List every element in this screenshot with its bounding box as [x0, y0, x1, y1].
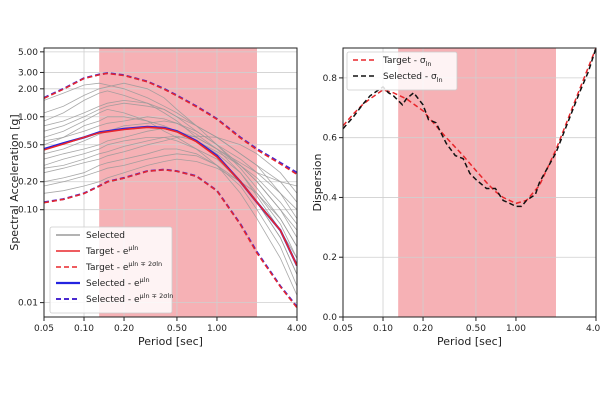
spectral-acceleration-panel: 0.05 0.10 0.20 0.50 1.00 4.00 0.01 0.10 0.20 0.50…: [8, 47, 307, 348]
legend-label: Target - σln: [382, 56, 431, 68]
y-tick-label: 0.10: [18, 206, 38, 216]
x-axis-label: Period [sec]: [437, 335, 502, 348]
legend-label-sup: μln: [140, 276, 150, 284]
plot-frame: [342, 47, 597, 318]
x-tick-label: 1.00: [506, 324, 526, 334]
y-tick-label: 3.00: [18, 68, 38, 78]
y-tick-label: 2.00: [18, 85, 38, 95]
series-line-black-dashed: [343, 48, 596, 208]
legend-box: [346, 51, 458, 91]
legend-label-sup: μln ∓ 2σln: [140, 292, 174, 300]
x-tick-label: 0.50: [167, 324, 187, 334]
series-line-gray: [44, 99, 297, 210]
x-tick-label: 4.00: [586, 324, 600, 334]
x-tick-label: 1.00: [207, 324, 227, 334]
legend-label-sub: ln: [426, 60, 432, 68]
y-tick-label: 0.20: [18, 178, 38, 188]
y-tick-label: 0.6: [323, 134, 338, 144]
legend-label-sub: ln: [437, 76, 443, 84]
plot-frame: [43, 47, 298, 318]
series-line-gray: [44, 135, 297, 194]
y-tick-label: 5.00: [18, 48, 38, 58]
legend-label-sup: μln ∓ 2σln: [128, 260, 162, 268]
x-tick-label: 0.20: [114, 324, 134, 334]
x-tick-label: 0.05: [34, 324, 54, 334]
legend-label-sup: μln: [128, 244, 138, 252]
legend-label: Selected: [86, 231, 125, 241]
shaded-period-band: [398, 48, 556, 317]
series-line-gray: [44, 116, 297, 259]
series-line-gray: [44, 108, 297, 296]
series-line-red-dashed: [343, 48, 596, 205]
series-line-gray: [44, 82, 297, 247]
series-line-gray: [44, 116, 297, 259]
x-tick-label: 4.00: [287, 324, 307, 334]
series-line-gray: [44, 135, 297, 225]
series-group: [343, 48, 596, 208]
x-axis-label: Period [sec]: [138, 335, 203, 348]
x-tick-label: 0.05: [333, 324, 353, 334]
series-line-gray: [44, 148, 297, 287]
y-tick-label: 0.01: [18, 299, 38, 309]
legend-label: Target - eμln: [85, 244, 138, 257]
y-tick-label: 0.8: [323, 74, 338, 84]
y-tick-label: 0.50: [18, 141, 38, 151]
y-axis-label: Spectral Acceleration [g]: [8, 114, 21, 250]
y-tick-label: 1.00: [18, 113, 38, 123]
x-tick-label: 0.10: [373, 324, 393, 334]
y-tick-label: 0.2: [323, 253, 337, 263]
dispersion-panel: 0.05 0.10 0.20 0.50 1.00 4.00 0.0 0.2 0.4 0.6 0.8 P…: [311, 47, 600, 348]
series-line-gray: [44, 120, 297, 231]
legend-label: Selected - eμln: [86, 276, 150, 289]
y-tick-label: 0.4: [323, 193, 338, 203]
legend-label: Selected - σln: [383, 72, 443, 84]
series-line-red-dashed: [44, 72, 297, 176]
legend-box: [49, 226, 173, 314]
x-tick-label: 0.20: [413, 324, 433, 334]
series-group: [44, 72, 297, 309]
series-line-red-solid: [44, 126, 297, 266]
y-tick-label: 0.0: [323, 313, 338, 323]
y-axis-label: Dispersion: [311, 153, 324, 211]
x-tick-label: 0.50: [466, 324, 486, 334]
series-line-gray: [44, 158, 297, 247]
x-tick-label: 0.10: [74, 324, 94, 334]
